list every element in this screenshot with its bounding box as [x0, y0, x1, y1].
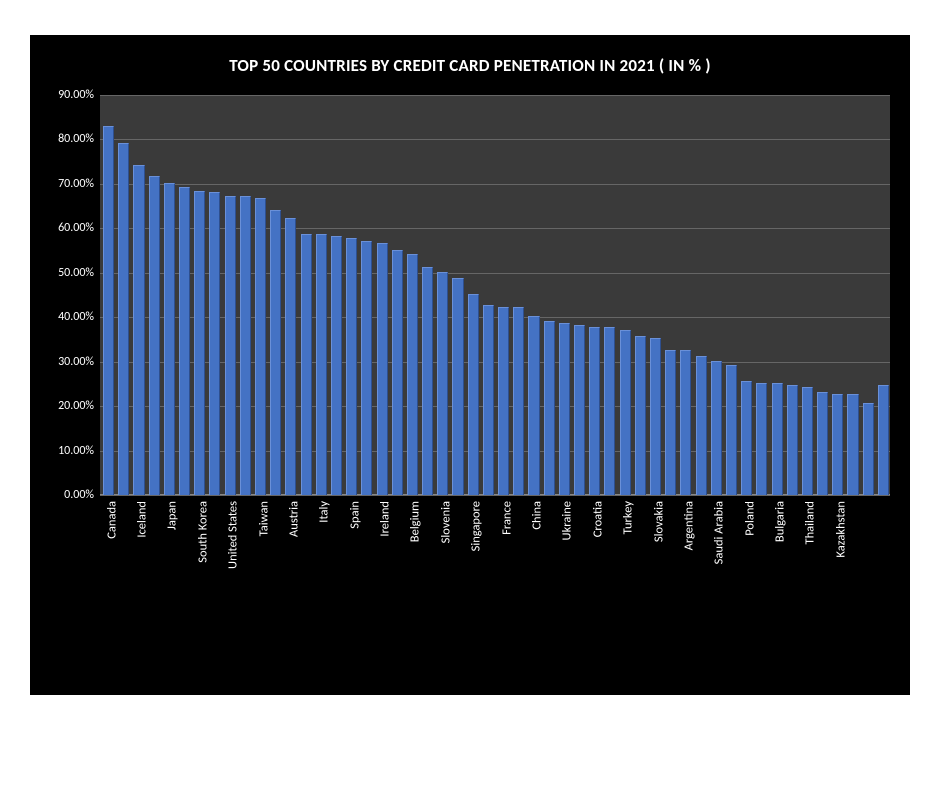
- x-tick-label: Belgium: [408, 501, 423, 542]
- data-bar: [589, 327, 600, 495]
- x-tick-label: Ireland: [378, 501, 393, 537]
- data-bar: [847, 394, 858, 495]
- data-bar: [878, 385, 889, 495]
- data-bar: [483, 305, 494, 495]
- x-tick-label: Argentina: [681, 501, 696, 550]
- x-tick-label: South Korea: [195, 501, 210, 563]
- data-bar: [680, 350, 691, 495]
- data-bar: [528, 316, 539, 495]
- data-bar: [361, 241, 372, 495]
- data-bar: [149, 176, 160, 495]
- data-bar: [346, 238, 357, 495]
- x-tick-label: Thailand: [803, 501, 818, 545]
- y-gridline: [100, 184, 890, 185]
- data-bar: [620, 330, 631, 495]
- data-bar: [316, 234, 327, 495]
- data-bar: [437, 272, 448, 495]
- x-tick-label: Slovakia: [651, 501, 666, 542]
- x-tick-label: Turkey: [621, 501, 636, 534]
- x-tick-label: Bulgaria: [773, 501, 788, 542]
- x-tick-label: Poland: [742, 501, 757, 536]
- data-bar: [832, 394, 843, 495]
- data-bar: [498, 307, 509, 495]
- data-bar: [756, 383, 767, 495]
- data-bar: [331, 236, 342, 495]
- y-tick-label: 70.00%: [58, 177, 94, 191]
- x-tick-label: Canada: [104, 501, 119, 539]
- data-bar: [711, 361, 722, 495]
- data-bar: [665, 350, 676, 495]
- data-bar: [407, 254, 418, 495]
- data-bar: [772, 383, 783, 495]
- y-tick-label: 10.00%: [58, 444, 94, 458]
- data-bar: [301, 234, 312, 495]
- x-tick-label: France: [499, 501, 514, 535]
- data-bar: [650, 338, 661, 495]
- y-gridline: [100, 495, 890, 496]
- x-tick-label: Ukraine: [560, 501, 575, 540]
- data-bar: [544, 321, 555, 495]
- x-tick-label: Austria: [286, 501, 301, 537]
- data-bar: [209, 192, 220, 495]
- data-bar: [468, 294, 479, 495]
- chart-panel: TOP 50 COUNTRIES BY CREDIT CARD PENETRAT…: [30, 35, 910, 695]
- x-tick-label: Italy: [317, 501, 332, 523]
- y-tick-label: 40.00%: [58, 310, 94, 324]
- data-bar: [225, 196, 236, 495]
- data-bar: [513, 307, 524, 495]
- x-tick-label: Spain: [347, 501, 362, 529]
- data-bar: [787, 385, 798, 495]
- x-tick-label: China: [529, 501, 544, 530]
- x-tick-label: Taiwan: [256, 501, 271, 536]
- data-bar: [604, 327, 615, 495]
- page-frame: TOP 50 COUNTRIES BY CREDIT CARD PENETRAT…: [0, 0, 940, 788]
- data-bar: [194, 191, 205, 495]
- y-tick-label: 50.00%: [58, 266, 94, 280]
- x-tick-label: Slovenia: [438, 501, 453, 543]
- x-tick-label: Iceland: [134, 501, 149, 538]
- data-bar: [726, 365, 737, 495]
- y-tick-label: 0.00%: [64, 488, 94, 502]
- y-tick-label: 60.00%: [58, 221, 94, 235]
- x-tick-label: Japan: [165, 501, 180, 530]
- chart-title: TOP 50 COUNTRIES BY CREDIT CARD PENETRAT…: [30, 55, 910, 76]
- y-gridline: [100, 95, 890, 96]
- data-bar: [802, 387, 813, 495]
- x-tick-label: Kazakhstan: [833, 501, 848, 558]
- data-bar: [240, 196, 251, 495]
- y-gridline: [100, 139, 890, 140]
- data-bar: [179, 187, 190, 495]
- data-bar: [133, 165, 144, 495]
- x-tick-label: Croatia: [590, 501, 605, 537]
- data-bar: [377, 243, 388, 495]
- data-bar: [452, 278, 463, 495]
- y-tick-label: 90.00%: [58, 88, 94, 102]
- data-bar: [255, 198, 266, 495]
- y-tick-label: 20.00%: [58, 399, 94, 413]
- y-tick-label: 30.00%: [58, 355, 94, 369]
- plot-area: 0.00%10.00%20.00%30.00%40.00%50.00%60.00…: [100, 95, 890, 495]
- data-bar: [817, 392, 828, 495]
- data-bar: [392, 250, 403, 495]
- data-bar: [164, 183, 175, 495]
- data-bar: [863, 403, 874, 495]
- x-tick-label: Singapore: [469, 501, 484, 551]
- y-tick-label: 80.00%: [58, 132, 94, 146]
- data-bar: [422, 267, 433, 495]
- data-bar: [741, 381, 752, 495]
- data-bar: [118, 143, 129, 495]
- data-bar: [285, 218, 296, 495]
- data-bar: [103, 126, 114, 495]
- data-bar: [635, 336, 646, 495]
- x-tick-label: Saudi Arabia: [712, 501, 727, 564]
- data-bar: [559, 323, 570, 495]
- data-bar: [696, 356, 707, 495]
- x-tick-label: United States: [226, 501, 241, 569]
- data-bar: [574, 325, 585, 495]
- data-bar: [270, 210, 281, 495]
